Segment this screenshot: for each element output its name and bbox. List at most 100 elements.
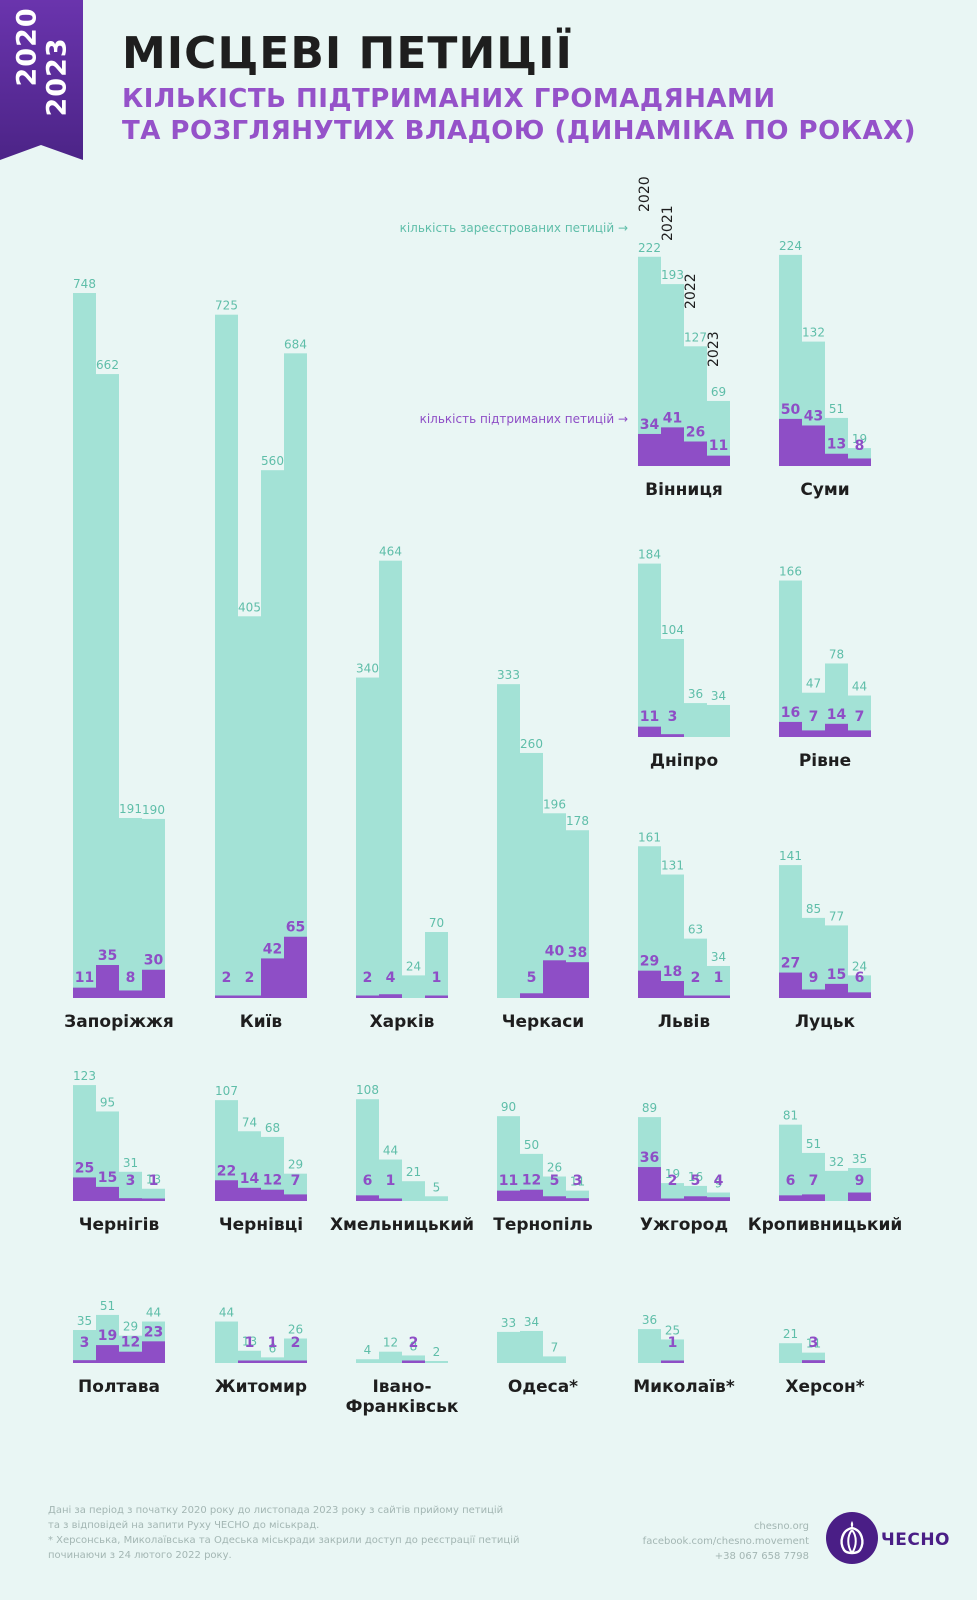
footer-facebook-link[interactable]: facebook.com/chesno.movement <box>642 1536 809 1547</box>
supported-bar-київ-1 <box>238 995 261 998</box>
supported-label-львів-2: 2 <box>691 970 701 986</box>
legend-registered-label: кількість зареєстрованих петицій → <box>400 221 628 235</box>
city-name-полтава: Полтава <box>78 1377 160 1397</box>
registered-label-житомир-3: 26 <box>288 1322 303 1336</box>
registered-label-тернопіль-0: 90 <box>501 1100 516 1114</box>
supported-bar-львів-1 <box>661 981 684 998</box>
registered-bar-чернігів-2 <box>119 1171 142 1201</box>
registered-bar-харків-1 <box>379 560 402 998</box>
supported-label-чернігів-1: 15 <box>98 1170 117 1186</box>
supported-bar-ужгород-2 <box>684 1196 707 1201</box>
registered-label-запоріжжя-3: 190 <box>142 803 165 817</box>
registered-bar-рівне-1 <box>802 692 825 737</box>
supported-bar-ужгород-3 <box>707 1197 730 1201</box>
supported-bar-львів-2 <box>684 995 707 998</box>
registered-bar-чернігів-0 <box>73 1085 96 1201</box>
supported-label-тернопіль-1: 12 <box>522 1173 541 1189</box>
registered-bar-запоріжжя-2 <box>119 817 142 998</box>
registered-bar-житомир-1 <box>238 1350 261 1363</box>
registered-label-хмельницький-3: 5 <box>433 1180 441 1194</box>
city-name-хмельницький: Хмельницький <box>330 1215 474 1235</box>
registered-label-суми-2: 51 <box>829 402 844 416</box>
registered-label-ужгород-3: 9 <box>715 1177 723 1191</box>
registered-bar-миколаїв-1 <box>661 1339 684 1363</box>
registered-bar-дніпро-3 <box>707 704 730 737</box>
registered-label-львів-3: 34 <box>711 950 726 964</box>
registered-bar-київ-3 <box>284 353 307 999</box>
supported-bar-дніпро-1 <box>661 734 684 737</box>
supported-label-львів-1: 18 <box>663 964 682 980</box>
registered-label-чернівці-2: 68 <box>265 1121 280 1135</box>
registered-label-харків-3: 70 <box>429 916 444 930</box>
registered-label-вінниця-3: 69 <box>711 385 726 399</box>
supported-label-рівне-3: 7 <box>855 709 865 725</box>
subtitle-line-2: ТА РОЗГЛЯНУТИХ ВЛАДОЮ (ДИНАМІКА ПО РОКАХ… <box>122 116 917 146</box>
registered-label-луцьк-1: 85 <box>806 902 821 916</box>
city-name-чернівці: Чернівці <box>219 1215 303 1235</box>
supported-label-рівне-2: 14 <box>827 707 847 723</box>
registered-label-вінниця-2: 127 <box>684 330 707 344</box>
supported-bar-запоріжжя-0 <box>73 987 96 998</box>
registered-label-чернігів-2: 31 <box>123 1156 138 1170</box>
footer-note: Дані за період з початку 2020 року до ли… <box>48 1503 608 1563</box>
registered-bar-чернівці-3 <box>284 1173 307 1201</box>
registered-label-житомир-0: 44 <box>219 1306 234 1320</box>
legend-year-2021: 2021 <box>660 205 676 241</box>
registered-label-одеса-2: 7 <box>551 1340 559 1354</box>
footer-site-link[interactable]: chesno.org <box>753 1521 809 1532</box>
registered-label-рівне-0: 166 <box>779 565 802 579</box>
registered-label-рівне-2: 78 <box>829 647 844 661</box>
city-name-тернопіль: Тернопіль <box>493 1215 593 1235</box>
registered-bar-київ-1 <box>238 616 261 998</box>
city-name-рівне: Рівне <box>799 751 851 771</box>
registered-bar-черкаси-0 <box>497 684 520 998</box>
supported-label-чернігів-2: 3 <box>126 1173 136 1189</box>
chesno-logo: ЧЕСНО <box>826 1512 966 1572</box>
supported-label-чернігів-3: 1 <box>149 1173 159 1189</box>
supported-bar-житомир-2 <box>261 1360 284 1363</box>
registered-label-запоріжжя-2: 191 <box>119 802 142 816</box>
supported-bar-суми-0 <box>779 418 802 466</box>
supported-label-тернопіль-0: 11 <box>499 1173 518 1189</box>
supported-bar-суми-3 <box>848 458 871 466</box>
footer-note-line-1: Дані за період з початку 2020 року до ли… <box>48 1505 504 1516</box>
supported-bar-вінниця-1 <box>661 427 684 466</box>
registered-label-черкаси-2: 196 <box>543 797 566 811</box>
registered-bar-львів-3 <box>707 965 730 998</box>
registered-bar-львів-1 <box>661 874 684 998</box>
registered-label-хмельницький-2: 21 <box>406 1165 421 1179</box>
registered-bar-тернопіль-2 <box>543 1176 566 1201</box>
supported-label-суми-1: 43 <box>804 408 823 424</box>
registered-bar-чернівці-0 <box>215 1100 238 1201</box>
supported-bar-львів-3 <box>707 995 730 998</box>
registered-bar-івано-франківськ-2 <box>402 1355 425 1363</box>
registered-label-івано-франківськ-2: 8 <box>410 1339 418 1353</box>
registered-bar-рівне-0 <box>779 580 802 737</box>
registered-bar-херсон-1 <box>802 1352 825 1363</box>
registered-label-тернопіль-2: 26 <box>547 1160 562 1174</box>
supported-label-суми-3: 8 <box>855 438 865 454</box>
registered-bar-київ-0 <box>215 314 238 998</box>
registered-label-черкаси-3: 178 <box>566 814 589 828</box>
supported-label-полтава-1: 19 <box>98 1328 117 1344</box>
footer-contacts: chesno.org facebook.com/chesno.movement … <box>643 1519 809 1564</box>
supported-label-івано-франківськ-2: 2 <box>409 1335 419 1351</box>
supported-bar-тернопіль-3 <box>566 1198 589 1201</box>
registered-label-полтава-0: 35 <box>77 1314 92 1328</box>
supported-label-хмельницький-1: 1 <box>386 1173 396 1189</box>
supported-bar-вінниця-0 <box>638 433 661 466</box>
registered-label-івано-франківськ-3: 2 <box>433 1345 441 1359</box>
supported-label-київ-1: 2 <box>245 970 255 986</box>
registered-label-чернігів-3: 13 <box>146 1173 161 1187</box>
city-name-херсон: Херсон* <box>785 1377 864 1397</box>
registered-label-запоріжжя-1: 662 <box>96 358 119 372</box>
registered-label-херсон-1: 11 <box>806 1337 821 1351</box>
registered-bar-харків-2 <box>402 975 425 998</box>
supported-bar-херсон-1 <box>802 1360 825 1363</box>
registered-bar-івано-франківськ-0 <box>356 1359 379 1363</box>
registered-label-харків-1: 464 <box>379 545 402 559</box>
supported-bar-рівне-1 <box>802 730 825 737</box>
supported-label-ужгород-0: 36 <box>640 1150 659 1166</box>
supported-label-львів-3: 1 <box>714 970 724 986</box>
supported-bar-вінниця-3 <box>707 455 730 466</box>
